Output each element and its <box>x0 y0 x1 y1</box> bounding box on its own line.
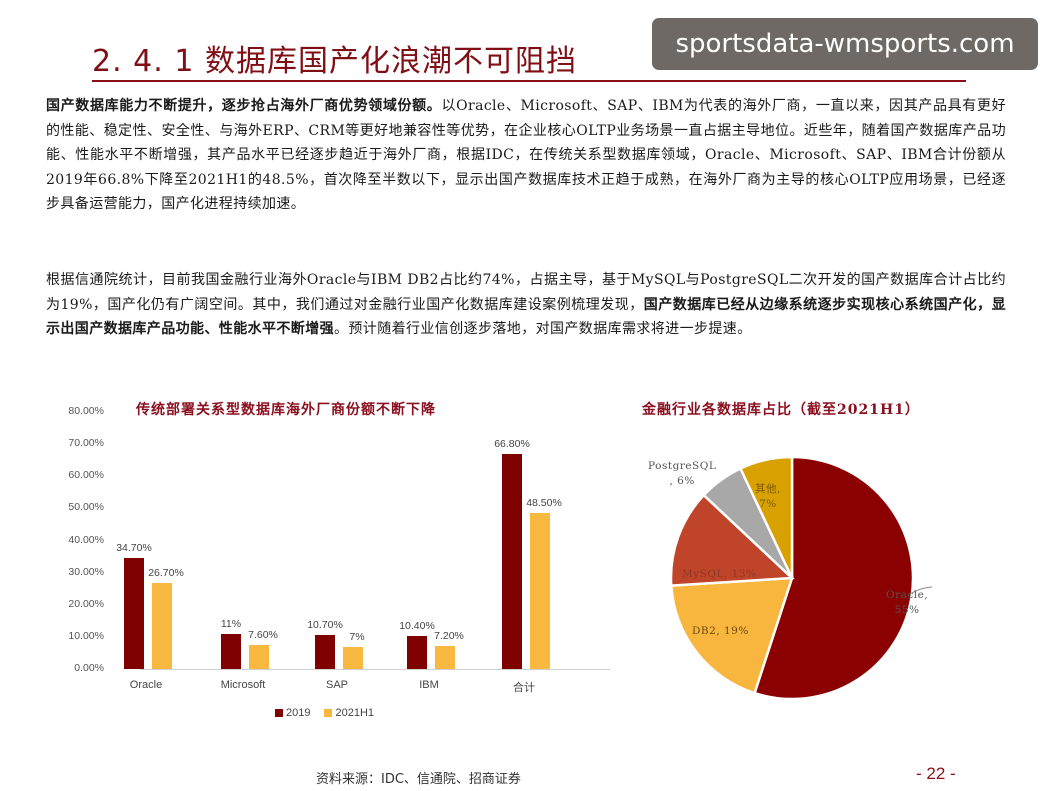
bar-value-label: 10.40% <box>399 619 435 632</box>
source-note: 资料来源：IDC、信通院、招商证券 <box>316 772 521 787</box>
page-number: - 22 - <box>916 764 956 783</box>
bar-2019-合计 <box>502 454 522 669</box>
bar-value-label: 34.70% <box>116 541 152 554</box>
bar-value-label: 7% <box>349 630 365 643</box>
legend-swatch-2021h1 <box>324 709 333 717</box>
bar-value-label: 48.50% <box>526 497 562 510</box>
bar-2021h1-Microsoft <box>249 644 269 669</box>
paragraph-2-body-a: 根据信通院统计，目前我国金融行业海外Oracle与IBM DB2占比约74%，占… <box>46 272 1006 313</box>
pie-graphic <box>669 455 933 701</box>
pie-slice-mysql <box>669 493 795 587</box>
bar-value-label: 66.80% <box>494 438 530 451</box>
pie-chart-title: 金融行业各数据库占比（截至2021H1） <box>642 402 920 418</box>
y-tick-label: 10.00% <box>68 629 104 642</box>
y-tick-label: 20.00% <box>68 597 104 610</box>
bar-value-label: 26.70% <box>148 567 184 580</box>
pie-slice-其他 <box>738 455 794 579</box>
bar-value-label: 10.70% <box>307 618 343 631</box>
section-title: 2. 4. 1 数据库国产化浪潮不可阻挡 <box>92 44 577 79</box>
oracle-leader-line <box>911 586 933 594</box>
pie-label-other: 其他, 7% <box>755 483 781 510</box>
bar-2019-SAP <box>315 634 335 669</box>
paragraph-1-body: 以Oracle、Microsoft、SAP、IBM为代表的海外厂商，一直以来，因… <box>46 98 1006 212</box>
paragraph-2: 根据信通院统计，目前我国金融行业海外Oracle与IBM DB2占比约74%，占… <box>46 268 1006 342</box>
title-divider <box>92 80 966 82</box>
bar-2021h1-Oracle <box>152 583 172 669</box>
paragraph-1-lead: 国产数据库能力不断提升，逐步抢占海外厂商优势领域份额。 <box>46 98 442 114</box>
y-tick-label: 80.00% <box>68 405 104 417</box>
bar-2021h1-SAP <box>343 646 363 669</box>
pie-label-mysql: MySQL, 13% <box>682 568 757 580</box>
legend-item-2019: 2019 <box>275 707 310 719</box>
bar-value-label: 11% <box>220 617 242 630</box>
legend-item-2021h1: 2021H1 <box>324 707 374 719</box>
x-category-label: SAP <box>325 679 348 691</box>
vendor-share-bar-chart: 传统部署关系型数据库海外厂商份额不断下降 80.00% 70.00% 60.00% 5… <box>40 395 610 725</box>
legend-swatch-2019 <box>275 709 283 717</box>
bar-chart-legend: 2019 2021H1 <box>275 707 374 719</box>
x-category-label: Microsoft <box>220 679 266 691</box>
bar-2019-IBM <box>407 635 427 669</box>
x-category-label: IBM <box>419 679 439 691</box>
bar-value-label: 7.20% <box>434 629 464 642</box>
y-tick-label: 30.00% <box>68 565 104 578</box>
pie-slice-db2 <box>669 576 794 695</box>
paragraph-2-body-b: 。预计随着行业信创逐步落地，对国产数据库需求将进一步提速。 <box>334 321 752 337</box>
bar-2019-Oracle <box>124 557 144 669</box>
bar-chart-title: 传统部署关系型数据库海外厂商份额不断下降 <box>136 402 436 418</box>
bar-value-label: 7.60% <box>248 628 278 641</box>
pie-slice-oracle <box>753 455 915 701</box>
finance-db-share-pie-chart: 金融行业各数据库占比（截至2021H1） Oracle, 55% DB2, 19%… <box>620 395 1040 715</box>
bar-2021h1-IBM <box>435 645 455 669</box>
watermark-overlay: sportsdata-wmsports.com <box>652 18 1038 70</box>
pie-label-postgresql: PostgreSQL, 6% <box>648 460 717 487</box>
y-tick-label: 40.00% <box>68 533 104 546</box>
y-tick-label: 60.00% <box>68 469 104 482</box>
x-category-label: Oracle <box>129 679 163 691</box>
x-category-label: 合计 <box>513 682 535 694</box>
paragraph-2-emphasis: 国产数据库已经从边缘系统逐步实现核心系统国产化，显示出国产数据库产品功能、性能水… <box>46 296 1006 338</box>
pie-label-oracle: Oracle, 55% <box>886 589 929 616</box>
pie-label-db2: DB2, 19% <box>692 625 749 637</box>
y-tick-label: 70.00% <box>68 437 104 450</box>
bar-2021h1-合计 <box>530 513 550 669</box>
paragraph-1: 国产数据库能力不断提升，逐步抢占海外厂商优势领域份额。以Oracle、Micro… <box>46 94 1006 217</box>
y-tick-label: 50.00% <box>68 501 104 514</box>
x-axis-line <box>140 669 610 670</box>
bar-2019-Microsoft <box>221 633 241 669</box>
y-tick-label: 0.00% <box>74 662 104 674</box>
